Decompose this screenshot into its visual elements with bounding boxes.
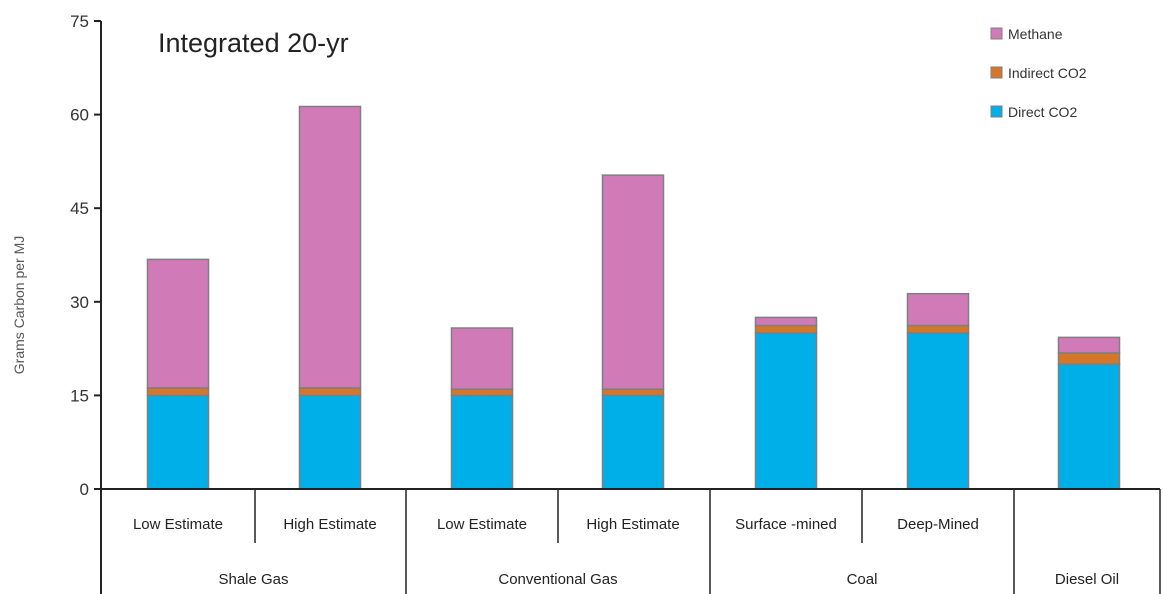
y-tick-label: 60 [70, 106, 89, 125]
bar-segment-methane [298, 105, 362, 389]
legend-label: Direct CO2 [1008, 104, 1077, 120]
bar-segment-indirect-co2 [146, 387, 210, 397]
y-axis-label: Grams Carbon per MJ [11, 236, 27, 374]
group-label: Shale Gas [218, 571, 288, 588]
bar-segment-direct-co2 [1057, 363, 1121, 490]
bar-segment-indirect-co2 [906, 324, 970, 334]
category-axis: Low Estimate High Estimate Low Estimate Hig… [100, 489, 1161, 594]
y-tick-label: 75 [70, 12, 89, 31]
bar-segment-methane [754, 316, 818, 327]
bar-segment-indirect-co2 [1057, 352, 1121, 365]
category-label: Low Estimate [133, 516, 223, 533]
bar-segment-methane [601, 174, 665, 390]
bar-segment-methane [1057, 336, 1121, 354]
bar-segment-indirect-co2 [450, 388, 514, 397]
category-label: High Estimate [586, 516, 679, 533]
category-label: Surface -mined [735, 516, 837, 533]
bar-segment-indirect-co2 [754, 324, 818, 334]
y-tick-label: 0 [80, 480, 89, 499]
category-label: High Estimate [283, 516, 376, 533]
y-tick-label: 30 [70, 293, 89, 312]
chart-title: Integrated 20-yr [158, 28, 349, 58]
legend: Methane Indirect CO2 Direct CO2 [990, 26, 1087, 120]
y-tick-label: 15 [70, 386, 89, 405]
bars [146, 105, 1121, 490]
group-label: Coal [847, 571, 878, 588]
bar-segment-indirect-co2 [298, 387, 362, 397]
legend-swatch [990, 66, 1003, 79]
group-label: Conventional Gas [498, 571, 617, 588]
bar-segment-methane [146, 258, 210, 389]
bar-segment-methane [450, 327, 514, 390]
legend-swatch [990, 105, 1003, 118]
legend-label: Methane [1008, 26, 1063, 42]
legend-swatch [990, 27, 1003, 40]
category-label: Deep-Mined [897, 516, 979, 533]
category-label: Low Estimate [437, 516, 527, 533]
bar-segment-direct-co2 [754, 332, 818, 490]
bar-segment-methane [906, 292, 970, 327]
bar-segment-direct-co2 [298, 394, 362, 490]
legend-label: Indirect CO2 [1008, 65, 1087, 81]
bar-segment-indirect-co2 [601, 388, 665, 397]
bar-segment-direct-co2 [601, 394, 665, 490]
y-tick-label: 45 [70, 199, 89, 218]
bar-segment-direct-co2 [906, 332, 970, 490]
bar-segment-direct-co2 [146, 394, 210, 490]
group-label: Diesel Oil [1055, 571, 1119, 588]
bar-segment-direct-co2 [450, 394, 514, 490]
